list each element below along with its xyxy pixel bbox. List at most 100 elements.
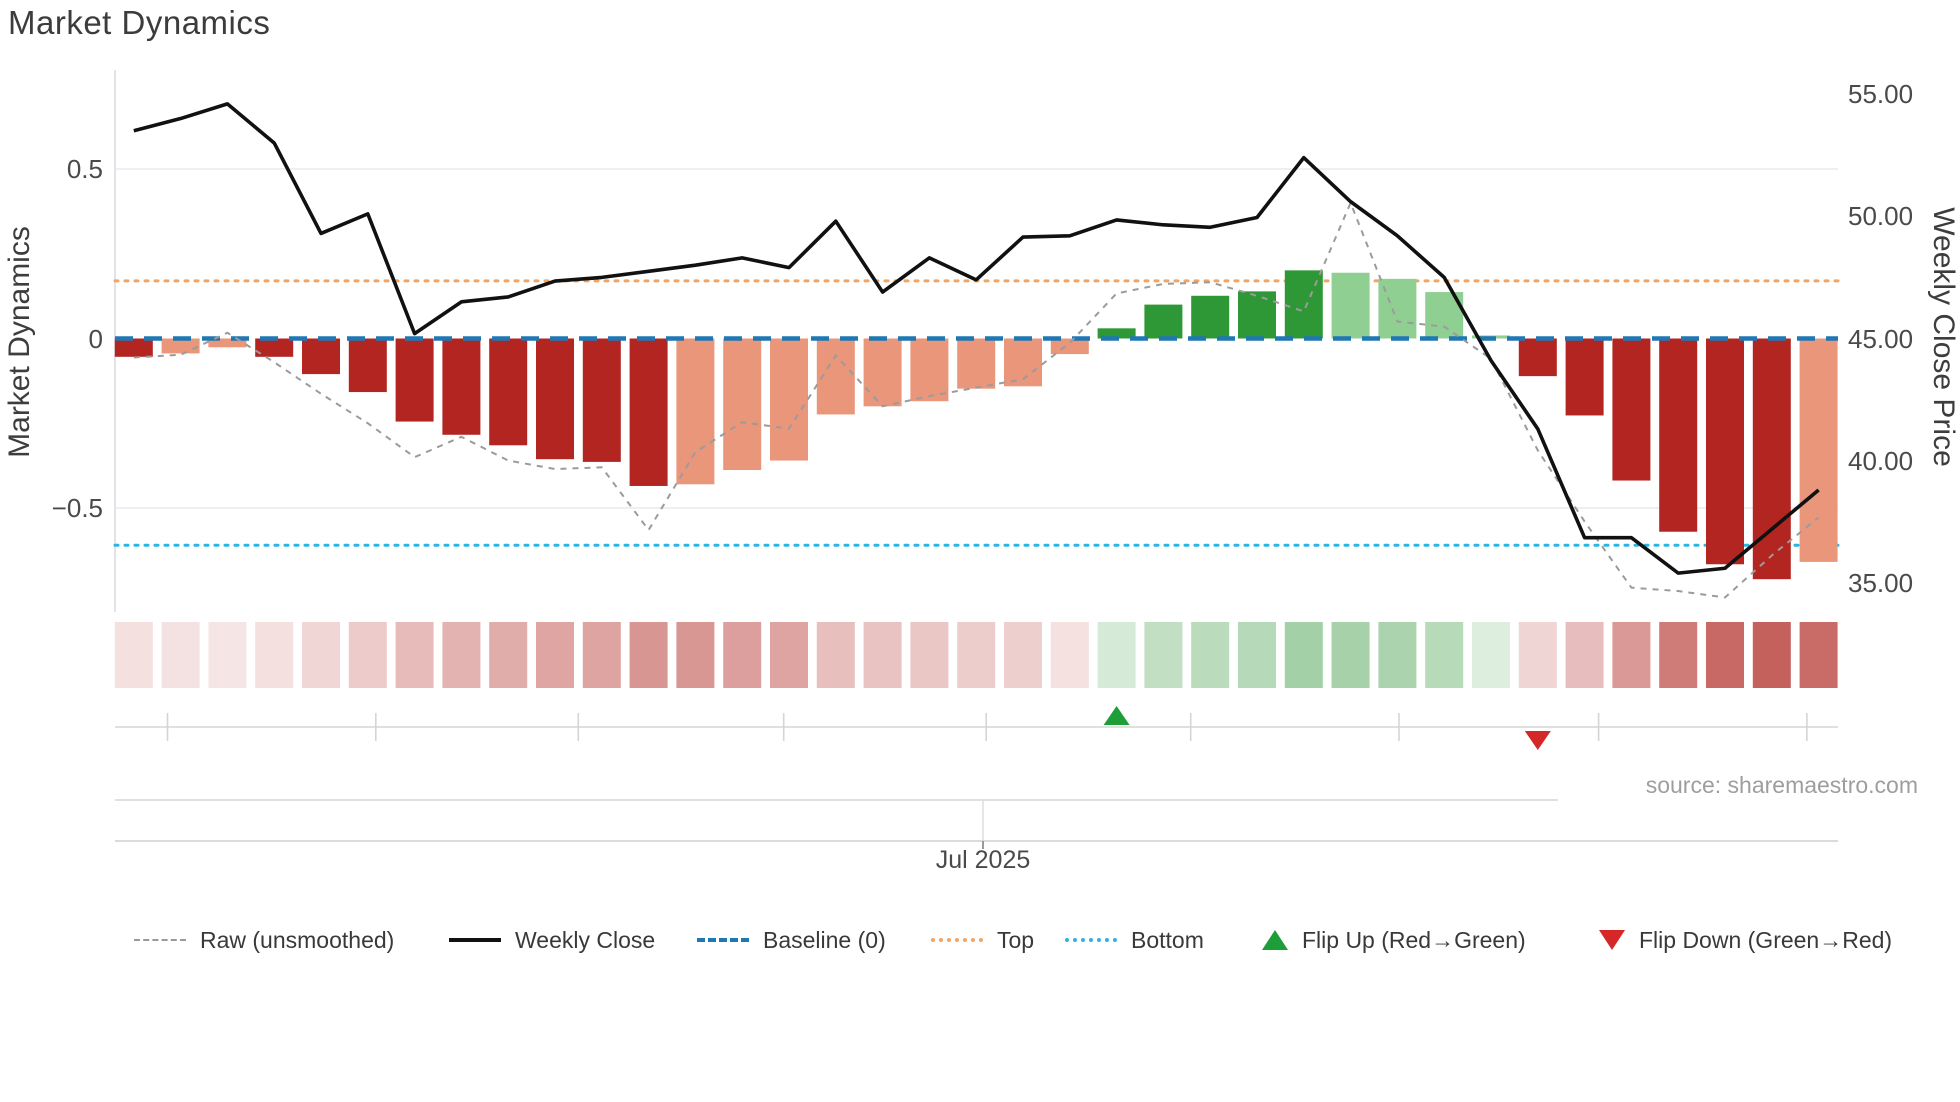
left-axis-tick-label: 0 bbox=[88, 323, 103, 354]
oscillator-bar[interactable] bbox=[114, 338, 153, 357]
right-axis-tick-label: 40.00 bbox=[1848, 445, 1914, 476]
oscillator-bar[interactable] bbox=[1331, 272, 1370, 339]
heat-strip-cell[interactable] bbox=[1612, 622, 1651, 688]
heat-strip-cell[interactable] bbox=[1050, 622, 1089, 688]
heat-strip-cell[interactable] bbox=[208, 622, 247, 688]
heat-strip-cell[interactable] bbox=[348, 622, 387, 688]
legend-label: Bottom bbox=[1131, 926, 1204, 953]
legend-item-weekly-close[interactable]: Weekly Close bbox=[449, 922, 655, 958]
oscillator-bar[interactable] bbox=[302, 338, 340, 375]
oscillator-bar[interactable] bbox=[1144, 304, 1183, 339]
oscillator-bar[interactable] bbox=[1191, 295, 1230, 339]
left-axis-tick-label: 0.5 bbox=[66, 154, 103, 184]
oscillator-bar[interactable] bbox=[536, 338, 574, 460]
top-line-swatch-icon bbox=[931, 938, 983, 942]
heat-strip-cell[interactable] bbox=[1425, 622, 1464, 688]
heat-strip-cell[interactable] bbox=[161, 622, 200, 688]
legend-label: Raw (unsmoothed) bbox=[200, 926, 395, 953]
right-axis-title: Weekly Close Price bbox=[1927, 207, 1960, 467]
flip-up-triangle-icon bbox=[1262, 930, 1288, 950]
heat-strip-cell[interactable] bbox=[1472, 622, 1510, 688]
oscillator-bar[interactable] bbox=[770, 338, 808, 461]
right-axis-tick-label: 35.00 bbox=[1848, 567, 1914, 598]
heat-strip-cell[interactable] bbox=[957, 622, 996, 688]
heat-strip-cell[interactable] bbox=[1378, 622, 1417, 688]
oscillator-bar[interactable] bbox=[1612, 338, 1651, 481]
oscillator-bar[interactable] bbox=[442, 338, 481, 435]
heat-strip-cell[interactable] bbox=[1004, 622, 1042, 688]
bottom-line-swatch-icon bbox=[1065, 938, 1117, 942]
oscillator-bar[interactable] bbox=[910, 338, 949, 402]
heat-strip-cell[interactable] bbox=[395, 622, 434, 688]
heat-strip-cell[interactable] bbox=[1191, 622, 1230, 688]
heat-strip-cell[interactable] bbox=[1097, 622, 1136, 688]
oscillator-bar[interactable] bbox=[348, 338, 387, 393]
heat-strip-cell[interactable] bbox=[1799, 622, 1838, 688]
oscillator-bar[interactable] bbox=[723, 338, 762, 471]
legend: Raw (unsmoothed) Weekly Close Baseline (… bbox=[0, 922, 1960, 962]
heat-strip-cell[interactable] bbox=[629, 622, 668, 688]
right-axis-tick-label: 55.00 bbox=[1848, 79, 1914, 110]
right-axis-tick-label: 45.00 bbox=[1848, 323, 1914, 354]
flip-up-marker-icon[interactable] bbox=[1103, 706, 1130, 725]
legend-item-flip-down[interactable]: Flip Down (Green→Red) bbox=[1599, 922, 1892, 958]
legend-item-top[interactable]: Top bbox=[931, 922, 1034, 958]
oscillator-bar[interactable] bbox=[255, 338, 294, 357]
heat-strip-cell[interactable] bbox=[1659, 622, 1698, 688]
oscillator-bar[interactable] bbox=[395, 338, 434, 422]
flip-down-marker-icon[interactable] bbox=[1524, 731, 1551, 750]
oscillator-bar[interactable] bbox=[957, 338, 996, 389]
oscillator-bar[interactable] bbox=[1799, 338, 1838, 562]
oscillator-bar[interactable] bbox=[489, 338, 528, 446]
heat-strip-cell[interactable] bbox=[1752, 622, 1791, 688]
heat-strip-cell[interactable] bbox=[302, 622, 340, 688]
heat-strip-cell[interactable] bbox=[863, 622, 902, 688]
baseline-swatch-icon bbox=[697, 938, 749, 942]
raw-unsmoothed-line bbox=[133, 200, 1820, 599]
oscillator-bar[interactable] bbox=[863, 338, 902, 407]
oscillator-bar[interactable] bbox=[1238, 291, 1276, 339]
heat-strip-cell[interactable] bbox=[676, 622, 715, 688]
close-line-swatch-icon bbox=[449, 938, 501, 942]
source-attribution: source: sharemaestro.com bbox=[1558, 770, 1918, 801]
oscillator-bar[interactable] bbox=[208, 338, 247, 348]
heat-strip-cell[interactable] bbox=[536, 622, 574, 688]
oscillator-bar[interactable] bbox=[1659, 338, 1698, 532]
oscillator-bar[interactable] bbox=[161, 338, 200, 354]
legend-label: Baseline (0) bbox=[763, 926, 886, 953]
oscillator-bar[interactable] bbox=[1050, 338, 1089, 355]
heat-strip-cell[interactable] bbox=[582, 622, 621, 688]
legend-item-baseline[interactable]: Baseline (0) bbox=[697, 922, 886, 958]
oscillator-bar[interactable] bbox=[582, 338, 621, 462]
heat-strip-cell[interactable] bbox=[723, 622, 762, 688]
legend-item-raw[interactable]: Raw (unsmoothed) bbox=[134, 922, 394, 958]
oscillator-bar[interactable] bbox=[1097, 328, 1136, 339]
heat-strip-cell[interactable] bbox=[114, 622, 153, 688]
heat-strip-cell[interactable] bbox=[1284, 622, 1323, 688]
heat-strip-cell[interactable] bbox=[489, 622, 528, 688]
legend-item-bottom[interactable]: Bottom bbox=[1065, 922, 1204, 958]
heat-strip-cell[interactable] bbox=[1565, 622, 1604, 688]
heat-strip-cell[interactable] bbox=[1518, 622, 1557, 688]
heat-strip-cell[interactable] bbox=[1706, 622, 1744, 688]
legend-item-flip-up[interactable]: Flip Up (Red→Green) bbox=[1262, 922, 1526, 958]
oscillator-bar[interactable] bbox=[1706, 338, 1744, 565]
heat-strip-cell[interactable] bbox=[255, 622, 294, 688]
x-axis-tick-label: Jul 2025 bbox=[935, 846, 1031, 874]
oscillator-bar[interactable] bbox=[676, 338, 715, 485]
oscillator-bar[interactable] bbox=[1565, 338, 1604, 416]
heat-strip-cell[interactable] bbox=[1238, 622, 1276, 688]
heat-strip-cell[interactable] bbox=[910, 622, 949, 688]
heat-strip-cell[interactable] bbox=[1144, 622, 1183, 688]
oscillator-bar[interactable] bbox=[1518, 338, 1557, 377]
left-axis-tick-label: −0.5 bbox=[51, 493, 103, 523]
heat-strip-cell[interactable] bbox=[816, 622, 855, 688]
oscillator-bar[interactable] bbox=[1752, 338, 1791, 580]
legend-label: Flip Up (Red→Green) bbox=[1302, 926, 1526, 953]
oscillator-bar[interactable] bbox=[629, 338, 668, 486]
heat-strip-cell[interactable] bbox=[442, 622, 481, 688]
heat-strip-cell[interactable] bbox=[770, 622, 808, 688]
heat-strip-cell[interactable] bbox=[1331, 622, 1370, 688]
